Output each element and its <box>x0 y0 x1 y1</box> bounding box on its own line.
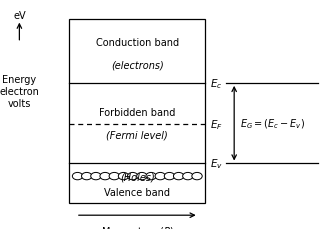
Text: $E_c$: $E_c$ <box>210 77 223 90</box>
Text: $E_G = (E_c-E_v)$: $E_G = (E_c-E_v)$ <box>240 117 306 131</box>
Circle shape <box>192 173 202 180</box>
Text: Forbidden band: Forbidden band <box>99 107 175 117</box>
Circle shape <box>137 173 147 180</box>
Circle shape <box>183 173 193 180</box>
Circle shape <box>100 173 110 180</box>
Text: Momentum ($P$): Momentum ($P$) <box>101 224 174 229</box>
Circle shape <box>128 173 138 180</box>
Circle shape <box>81 173 92 180</box>
Circle shape <box>118 173 129 180</box>
Circle shape <box>109 173 120 180</box>
Circle shape <box>146 173 156 180</box>
Text: (Fermi level): (Fermi level) <box>106 130 168 140</box>
Text: Energy
electron
volts: Energy electron volts <box>0 75 39 108</box>
Text: (Holes): (Holes) <box>120 171 155 181</box>
Circle shape <box>173 173 184 180</box>
Text: (electrons): (electrons) <box>111 60 164 70</box>
Text: Conduction band: Conduction band <box>96 37 179 47</box>
Circle shape <box>72 173 83 180</box>
Text: eV: eV <box>13 11 26 21</box>
Text: Valence band: Valence band <box>104 187 170 197</box>
Text: $E_F$: $E_F$ <box>210 118 223 132</box>
Bar <box>69 19 205 203</box>
Text: $E_v$: $E_v$ <box>210 157 223 171</box>
Circle shape <box>155 173 165 180</box>
Circle shape <box>91 173 101 180</box>
Circle shape <box>164 173 175 180</box>
